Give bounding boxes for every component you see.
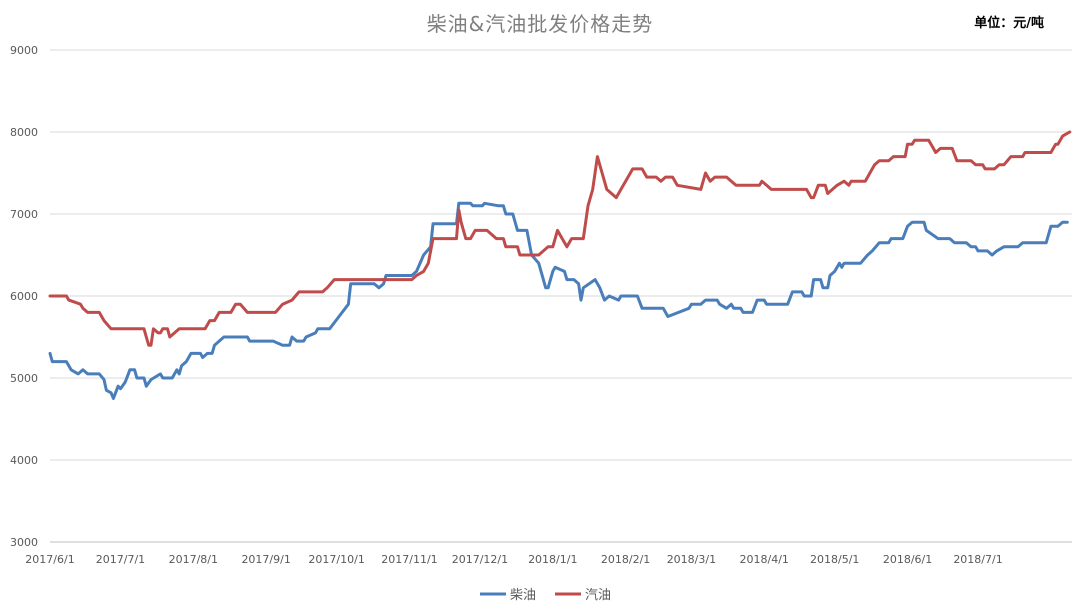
x-tick-label: 2018/5/1 (810, 553, 859, 566)
y-tick-label: 3000 (10, 536, 38, 549)
y-tick-label: 8000 (10, 126, 38, 139)
x-tick-label: 2018/1/1 (528, 553, 577, 566)
y-tick-label: 4000 (10, 454, 38, 467)
y-tick-label: 5000 (10, 372, 38, 385)
x-tick-label: 2017/8/1 (169, 553, 218, 566)
series-line-gasoline (48, 130, 1072, 347)
x-axis: 2017/6/1 2017/7/1 2017/8/1 2017/9/1 2017/10/… (25, 553, 1002, 566)
x-tick-label: 2018/4/1 (740, 553, 789, 566)
series-line-diesel (48, 201, 1069, 400)
x-tick-label: 2017/9/1 (241, 553, 290, 566)
y-tick-label: 6000 (10, 290, 38, 303)
gridlines (50, 49, 1072, 543)
x-tick-label: 2018/3/1 (667, 553, 716, 566)
legend-label: 柴油 (510, 588, 536, 603)
y-tick-label: 9000 (10, 44, 38, 57)
legend: 柴油 汽油 (480, 588, 611, 603)
x-tick-label: 2017/6/1 (25, 553, 74, 566)
y-axis: 3000 4000 5000 6000 7000 8000 9000 (10, 44, 38, 549)
x-tick-label: 2017/10/1 (308, 553, 364, 566)
x-tick-label: 2017/7/1 (96, 553, 145, 566)
unit-label: 单位：元/吨 (974, 16, 1044, 31)
x-tick-label: 2017/11/1 (381, 553, 437, 566)
legend-label: 汽油 (585, 588, 611, 603)
x-tick-label: 2018/6/1 (883, 553, 932, 566)
y-tick-label: 7000 (10, 208, 38, 221)
chart-title: 柴油&汽油批发价格走势 (426, 12, 654, 36)
series-group (48, 130, 1072, 400)
x-tick-label: 2018/7/1 (953, 553, 1002, 566)
x-tick-label: 2017/12/1 (452, 553, 508, 566)
x-tick-label: 2018/2/1 (601, 553, 650, 566)
